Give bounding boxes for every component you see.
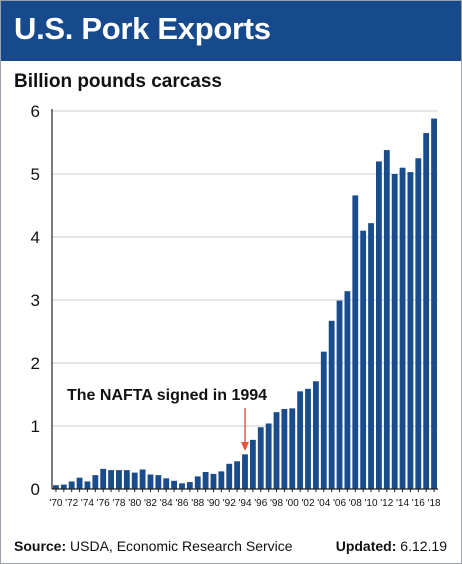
- bar-1974: [84, 481, 91, 489]
- bar-1984: [163, 478, 170, 489]
- x-tick-label: '12: [380, 498, 393, 509]
- bar-1995: [249, 439, 256, 489]
- axes: 0 1 2 3 4 5 6 '70'72'74'76'78'80'82'84'86'88'90…: [31, 102, 441, 509]
- bar-1994: [242, 454, 248, 489]
- chart-subtitle: Billion pounds carcass: [14, 71, 222, 92]
- bar-1975: [92, 475, 99, 489]
- bar-1972: [68, 481, 75, 489]
- x-tick-label: '70: [49, 498, 62, 509]
- x-tick-label: '74: [81, 498, 94, 509]
- bar-1983: [155, 475, 162, 489]
- x-tick-label: '06: [333, 498, 346, 509]
- bar-1996: [257, 427, 264, 489]
- bar-1981: [139, 469, 146, 489]
- bar-1970: [53, 485, 59, 489]
- bar-1971: [60, 484, 67, 489]
- bar-1997: [265, 423, 272, 489]
- x-tick-label: '90: [207, 498, 220, 509]
- y-tick-label: 0: [31, 480, 40, 499]
- bar-1992: [226, 463, 233, 489]
- y-tick-label: 2: [31, 354, 40, 373]
- y-tick-label: 5: [31, 165, 40, 184]
- bar-2012: [383, 150, 390, 489]
- source-label: Source:: [14, 538, 67, 554]
- bar-1977: [108, 470, 114, 489]
- y-tick-label: 4: [31, 228, 40, 247]
- bar-1993: [234, 461, 241, 489]
- bar-2018: [431, 118, 437, 489]
- x-tick-label: '10: [365, 498, 378, 509]
- bar-2008: [352, 195, 359, 490]
- bar-1973: [76, 477, 83, 489]
- x-tick-label: '98: [270, 498, 283, 509]
- annotation-text: The NAFTA signed in 1994: [67, 387, 267, 404]
- bar-2010: [368, 223, 374, 489]
- bar-2006: [336, 300, 343, 489]
- bar-2011: [376, 161, 382, 489]
- source-note: Source: USDA, Economic Research Service: [14, 538, 293, 554]
- bar-1998: [273, 412, 280, 489]
- bar-2001: [297, 391, 304, 489]
- bar-2009: [360, 230, 367, 489]
- bar-1980: [131, 472, 138, 489]
- chart-title: U.S. Pork Exports: [14, 11, 271, 46]
- annotation: The NAFTA signed in 1994: [67, 387, 267, 451]
- bar-1986: [179, 483, 185, 489]
- x-tick-label: '16: [412, 498, 425, 509]
- bar-2014: [399, 167, 406, 489]
- x-tick-label: '88: [191, 498, 204, 509]
- bars: [53, 118, 437, 490]
- bar-2000: [289, 408, 296, 489]
- bar-1987: [186, 482, 193, 489]
- x-tick-label: '14: [396, 498, 409, 509]
- bar-1990: [210, 473, 217, 489]
- bar-2007: [344, 291, 351, 489]
- bar-2004: [320, 351, 327, 489]
- x-tick-label: '18: [428, 498, 441, 509]
- bar-chart: 0 1 2 3 4 5 6 '70'72'74'76'78'80'82'84'86'88'90…: [31, 102, 441, 509]
- updated-label: Updated:: [335, 538, 397, 554]
- source-text: USDA, Economic Research Service: [70, 538, 293, 554]
- bar-2005: [328, 320, 335, 489]
- bar-1978: [116, 470, 122, 489]
- x-tick-label: '82: [144, 498, 157, 509]
- bar-1985: [171, 480, 178, 489]
- bar-2003: [312, 381, 319, 489]
- x-tick-label: '72: [65, 498, 78, 509]
- bar-1991: [218, 471, 225, 489]
- x-tick-label: '94: [238, 498, 251, 509]
- bar-1989: [202, 471, 209, 489]
- x-tick-label: '78: [112, 498, 125, 509]
- x-tick-label: '84: [160, 498, 173, 509]
- bar-2017: [423, 133, 430, 490]
- updated-note: Updated: 6.12.19: [336, 538, 447, 554]
- x-tick-label: '76: [97, 498, 110, 509]
- x-tick-label: '86: [175, 498, 188, 509]
- annotation-arrow-head: [241, 442, 249, 451]
- x-tick-label: '00: [286, 498, 299, 509]
- x-tick-label: '80: [128, 498, 141, 509]
- x-tick-label: '92: [223, 498, 236, 509]
- x-tick-label: '96: [254, 498, 267, 509]
- bar-2016: [415, 158, 422, 489]
- x-tick-label: '08: [349, 498, 362, 509]
- y-tick-label: 3: [31, 291, 40, 310]
- title-bar: U.S. Pork Exports: [1, 1, 461, 61]
- bar-1976: [100, 468, 107, 489]
- bar-2002: [305, 388, 311, 489]
- updated-text: 6.12.19: [400, 538, 447, 554]
- bar-2015: [407, 172, 414, 490]
- y-tick-label: 6: [31, 102, 40, 121]
- bar-1982: [147, 474, 154, 489]
- bar-1988: [194, 476, 201, 489]
- y-tick-label: 1: [31, 417, 40, 436]
- bar-2013: [391, 174, 398, 489]
- x-tick-label: '02: [301, 498, 314, 509]
- bar-1999: [281, 408, 288, 489]
- x-tick-label: '04: [317, 498, 330, 509]
- bar-1979: [123, 470, 130, 489]
